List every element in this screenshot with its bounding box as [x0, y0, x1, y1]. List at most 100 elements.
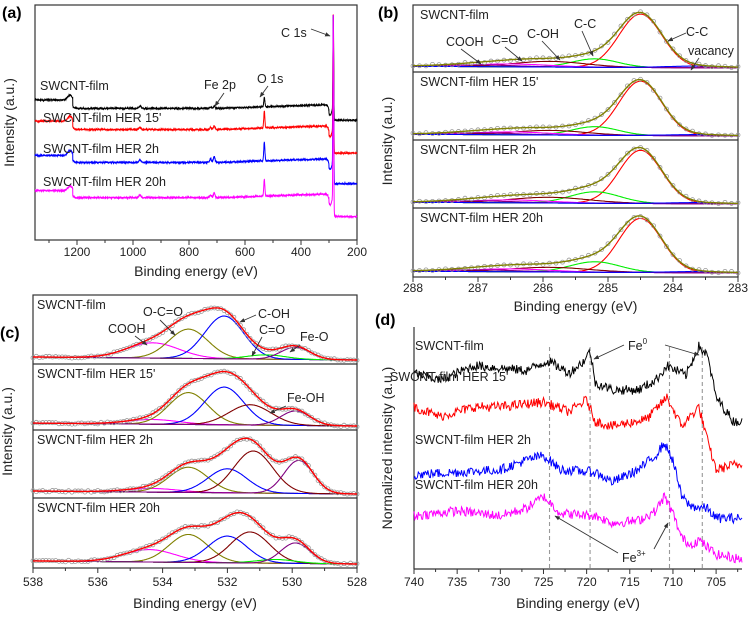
data-point	[683, 58, 689, 63]
data-point	[670, 46, 676, 52]
data-point	[683, 126, 689, 132]
data-point	[224, 446, 230, 452]
data-point	[605, 107, 611, 112]
x-tick-label: 1000	[120, 245, 147, 259]
data-point	[651, 223, 656, 229]
panel-c-fitted-spectra: 538 536 534 532 530 528 Binding energy (eV) Int…	[0, 294, 367, 611]
x-tick-label: 285	[598, 281, 618, 295]
component-annotation: Fe-OH	[287, 391, 325, 405]
data-point	[260, 525, 266, 531]
data-point	[716, 270, 721, 276]
data-point	[244, 512, 250, 517]
component-annotation: C-OH	[527, 27, 559, 41]
subpanel-label: SWCNT-film HER 15'	[37, 367, 155, 381]
data-point	[299, 540, 305, 545]
series-line	[34, 14, 358, 186]
panel-label: (b)	[378, 5, 398, 22]
envelope-fit-line	[412, 11, 739, 68]
x-tick-label: 1200	[64, 245, 91, 259]
x-tick-label: 735	[447, 575, 467, 589]
data-point	[160, 404, 166, 410]
annotation-arrow	[460, 48, 482, 65]
data-point	[254, 392, 259, 398]
oxidation-state-annotation: Fe0	[628, 337, 648, 353]
data-point	[302, 543, 308, 549]
oxidation-state-annotation: Fe3+	[622, 549, 646, 565]
subpanel: SWCNT-film HER 15'	[30, 367, 360, 430]
data-point	[664, 106, 669, 112]
data-point	[605, 40, 611, 45]
series-line	[413, 492, 743, 564]
series-line	[413, 393, 743, 474]
data-point	[651, 155, 656, 161]
component-peak-line	[413, 149, 738, 205]
annotation-arrow	[667, 32, 687, 42]
series-label: SWCNT-film HER 20h	[43, 175, 166, 189]
component-annotation: COOH	[446, 35, 484, 49]
component-peak-line	[413, 133, 738, 136]
x-tick-label: 287	[468, 281, 488, 295]
annotation-arrow	[504, 46, 523, 62]
data-point	[286, 534, 292, 539]
x-tick-label: 538	[23, 575, 43, 589]
x-tick-label: 715	[620, 575, 640, 589]
data-point	[318, 481, 324, 487]
annotation-arrow	[664, 344, 700, 356]
annotation-element: Fe	[628, 339, 643, 353]
series-label: SWCNT-film HER 15'	[43, 111, 161, 125]
series-line	[413, 442, 743, 525]
subpanel-label: SWCNT-film HER 20h	[420, 211, 543, 225]
data-point	[670, 115, 676, 121]
x-axis-title: Binding energy (eV)	[133, 595, 257, 611]
envelope-fit-line	[32, 307, 357, 361]
annotation-arrow	[593, 344, 625, 360]
data-point	[657, 233, 663, 239]
x-tick-label: 283	[728, 281, 748, 295]
subpanel-label: SWCNT-film	[420, 8, 489, 22]
series-line	[34, 14, 358, 123]
data-point	[612, 100, 617, 105]
data-point	[254, 519, 259, 525]
data-point	[228, 312, 234, 318]
annotation-element: Fe	[622, 551, 637, 565]
data-point	[241, 327, 247, 333]
subpanel: SWCNT-film HER 20h	[30, 501, 360, 567]
annotation-arrow	[310, 28, 331, 37]
data-point	[312, 472, 318, 478]
data-point	[156, 539, 162, 544]
annotation-superscript: 0	[643, 337, 648, 346]
x-tick-label: 286	[533, 281, 553, 295]
peak-annotation: C 1s	[281, 26, 307, 40]
annotation-arrow	[159, 319, 176, 336]
data-point	[179, 385, 185, 391]
data-point	[677, 258, 682, 263]
annotation-arrow	[134, 335, 148, 346]
x-axis-title: Binding energy (eV)	[514, 298, 638, 314]
data-point	[244, 331, 250, 337]
data-point	[163, 535, 169, 541]
data-point	[247, 335, 253, 341]
data-point	[677, 122, 682, 128]
data-point	[495, 192, 500, 198]
series-label: SWCNT-film HER 2h	[415, 433, 531, 447]
subpanel: SWCNT-film	[410, 8, 741, 70]
annotation-arrow	[251, 336, 263, 357]
data-point	[631, 215, 637, 220]
data-point	[309, 468, 315, 474]
data-point	[46, 420, 52, 425]
data-point	[592, 47, 598, 53]
component-annotation: C=O	[259, 323, 285, 337]
data-point	[160, 475, 166, 481]
data-point	[176, 388, 182, 394]
subpanel-label: SWCNT-film HER 20h	[37, 501, 160, 515]
data-point	[263, 451, 269, 457]
data-point	[618, 157, 624, 163]
component-peak-line	[33, 468, 357, 495]
component-peak-line	[33, 466, 357, 495]
data-point	[250, 516, 256, 522]
component-annotation: C=O	[492, 33, 518, 47]
data-point	[315, 478, 321, 483]
peak-annotation: O 1s	[257, 72, 283, 86]
subpanel-label: SWCNT-film HER 15'	[420, 75, 538, 89]
